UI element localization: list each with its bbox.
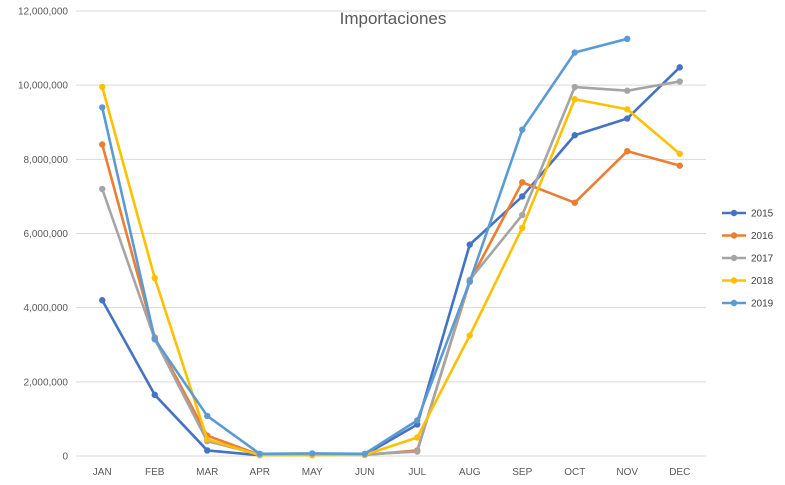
legend-marker xyxy=(730,232,738,239)
y-tick-label: 4,000,000 xyxy=(24,303,69,314)
data-point xyxy=(99,104,106,111)
data-point xyxy=(99,185,106,193)
data-point xyxy=(414,434,421,441)
y-tick-label: 8,000,000 xyxy=(24,155,69,166)
legend: 2015 2016 2017 2018 2019 xyxy=(722,209,774,310)
legend-marker xyxy=(730,299,738,307)
legend-label: 2018 xyxy=(751,276,774,287)
series-lines xyxy=(99,35,683,459)
data-point xyxy=(256,450,263,457)
data-point xyxy=(624,106,631,113)
x-tick-label: JUL xyxy=(408,467,426,478)
y-tick-label: 12,000,000 xyxy=(18,7,68,18)
data-point xyxy=(204,447,211,454)
legend-label: 2016 xyxy=(751,231,774,242)
data-point xyxy=(624,115,631,122)
data-point xyxy=(466,332,473,339)
series-line xyxy=(100,85,682,457)
x-tick-label: JUN xyxy=(355,467,374,478)
data-point xyxy=(151,274,158,282)
data-point xyxy=(571,83,578,91)
data-point xyxy=(99,83,106,91)
x-tick-label: MAY xyxy=(302,467,323,478)
legend-item: 2019 xyxy=(722,299,774,310)
data-point xyxy=(151,335,158,343)
y-tick-label: 6,000,000 xyxy=(24,229,69,240)
x-tick-label: APR xyxy=(249,467,270,478)
data-point xyxy=(99,141,106,148)
x-tick-label: NOV xyxy=(616,467,638,478)
data-point xyxy=(309,450,316,457)
data-point xyxy=(676,78,683,85)
x-tick-label: OCT xyxy=(564,467,585,478)
data-point xyxy=(519,179,526,186)
x-tick-label: FEB xyxy=(145,467,165,478)
series-2019 xyxy=(99,35,631,457)
legend-item: 2018 xyxy=(722,276,774,287)
data-point xyxy=(204,436,211,443)
x-tick-label: AUG xyxy=(459,467,481,478)
legend-marker xyxy=(730,209,738,217)
x-tick-label: MAR xyxy=(196,467,218,478)
data-point xyxy=(624,147,631,155)
series-line xyxy=(100,66,682,457)
x-axis-ticks: JAN FEB MAR APR MAY JUN JUL AUG SEP OCT NOV DEC xyxy=(93,467,691,478)
data-point xyxy=(519,224,526,232)
data-point xyxy=(676,64,683,71)
data-point xyxy=(99,297,106,304)
legend-item: 2016 xyxy=(722,231,774,242)
legend-item: 2017 xyxy=(722,254,774,265)
data-point xyxy=(466,241,473,248)
data-point xyxy=(676,150,683,157)
y-tick-label: 0 xyxy=(62,452,68,463)
data-point xyxy=(414,448,421,455)
data-point xyxy=(676,162,683,169)
data-point xyxy=(414,417,421,424)
data-point xyxy=(571,49,578,56)
y-tick-label: 2,000,000 xyxy=(24,377,69,388)
legend-marker xyxy=(730,277,738,284)
gridlines xyxy=(76,10,706,457)
y-axis-ticks: 0 2,000,000 4,000,000 6,000,000 8,000,000 10,… xyxy=(18,7,69,463)
data-point xyxy=(466,278,473,285)
data-point xyxy=(571,199,578,206)
x-tick-label: SEP xyxy=(512,467,532,478)
x-tick-label: JAN xyxy=(93,467,112,478)
x-tick-label: DEC xyxy=(669,467,690,478)
legend-marker xyxy=(730,254,738,262)
data-point xyxy=(624,35,631,43)
legend-label: 2017 xyxy=(751,254,774,265)
data-point xyxy=(571,96,578,103)
series-line xyxy=(100,80,682,456)
series-2017 xyxy=(99,78,683,458)
data-point xyxy=(519,126,526,133)
series-line xyxy=(100,143,682,457)
data-point xyxy=(519,211,526,219)
data-point xyxy=(361,450,368,457)
y-tick-label: 10,000,000 xyxy=(18,81,68,92)
data-point xyxy=(204,412,211,420)
data-point xyxy=(151,391,158,399)
legend-label: 2015 xyxy=(751,209,774,220)
legend-label: 2019 xyxy=(751,299,774,310)
data-point xyxy=(571,132,578,139)
data-point xyxy=(519,193,526,200)
data-point xyxy=(624,87,631,94)
series-2016 xyxy=(99,141,683,459)
legend-item: 2015 xyxy=(722,209,774,220)
chart-title: Importaciones xyxy=(340,9,447,28)
